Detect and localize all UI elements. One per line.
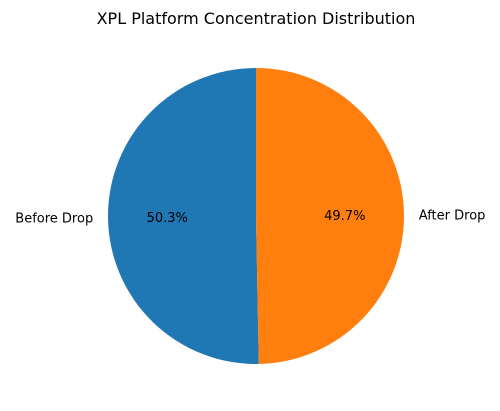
slice-label: Before Drop <box>15 212 93 227</box>
chart-title: XPL Platform Concentration Distribution <box>97 9 416 28</box>
pie-slice-before-drop <box>107 68 259 364</box>
slice-percent-label: 49.7% <box>324 209 365 224</box>
pie-slices <box>107 68 404 364</box>
slice-label: After Drop <box>419 208 486 223</box>
pie-labels: Before Drop 50.3% After Drop 49.7% <box>15 208 485 226</box>
slice-percent-label: 50.3% <box>147 211 188 226</box>
pie-slice-after-drop <box>256 68 404 364</box>
